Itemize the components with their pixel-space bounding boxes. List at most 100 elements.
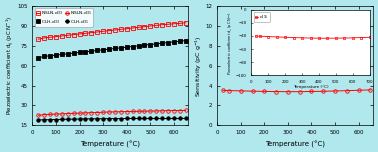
NSLN-d$_{31}$ — [136, 110, 141, 112]
Legend: NSLN-d$_{33}$, CLH-d$_{33}$, NSLN-d$_{31}$, CLH-d$_{31}$: NSLN-d$_{33}$, CLH-d$_{33}$, NSLN-d$_{31… — [35, 8, 93, 27]
NSLN-d$_{31}$ — [107, 111, 111, 113]
CLH-d$_{31}$ — [65, 118, 70, 120]
CLH-d$_{33}$ — [42, 55, 46, 57]
NSLN-d$_{33}$ — [130, 27, 135, 29]
NSLN-d$_{33}$ — [142, 26, 147, 28]
NSLN-d$_{33}$ — [119, 28, 123, 30]
NSLN-d$_{33}$ — [107, 30, 111, 32]
NSLN-d$_{31}$ — [89, 112, 94, 114]
Line: CLH-d$_{31}$: CLH-d$_{31}$ — [37, 117, 187, 122]
NSLN-d$_{33}$ — [54, 36, 58, 38]
CLH-d$_{31}$ — [142, 117, 147, 119]
CLH-d$_{31}$ — [113, 118, 117, 119]
NSLN-d$_{33}$ — [124, 28, 129, 29]
CLH-d$_{31}$ — [60, 118, 64, 120]
NSLN-d$_{31}$ — [130, 111, 135, 112]
CLH-d$_{31}$ — [83, 118, 88, 120]
CLH-d$_{33}$ — [54, 54, 58, 56]
NSLN-d$_{33}$ — [65, 34, 70, 36]
NSLN-d$_{31}$ — [83, 112, 88, 114]
CLH-d$_{33}$ — [71, 52, 76, 54]
Line: NSLN-d$_{33}$: NSLN-d$_{33}$ — [37, 21, 187, 41]
NSLN-d$_{33}$ — [113, 29, 117, 31]
CLH-d$_{31}$ — [71, 118, 76, 120]
CLH-d$_{33}$ — [77, 52, 82, 53]
CLH-d$_{33}$ — [178, 40, 182, 42]
NSLN-d$_{31}$ — [71, 112, 76, 114]
NSLN-d$_{31}$ — [77, 112, 82, 114]
X-axis label: Temperature (°C): Temperature (°C) — [80, 141, 140, 148]
NSLN-d$_{33}$ — [154, 24, 158, 26]
NSLN-d$_{31}$ — [101, 111, 105, 113]
NSLN-d$_{31}$ — [124, 111, 129, 112]
CLH-d$_{33}$ — [183, 40, 188, 41]
NSLN-d$_{31}$ — [65, 113, 70, 114]
CLH-d$_{31}$ — [77, 118, 82, 120]
NSLN-d$_{31}$ — [166, 110, 170, 112]
CLH-d$_{33}$ — [60, 54, 64, 55]
CLH-d$_{33}$ — [36, 57, 40, 59]
CLH-d$_{31}$ — [119, 118, 123, 119]
NSLN-d$_{31}$ — [154, 110, 158, 112]
CLH-d$_{31}$ — [107, 118, 111, 119]
NSLN-d$_{33}$ — [183, 22, 188, 24]
X-axis label: Temperature (°C): Temperature (°C) — [265, 141, 325, 148]
CLH-d$_{33}$ — [119, 47, 123, 49]
CLH-d$_{33}$ — [124, 46, 129, 48]
CLH-d$_{33}$ — [172, 41, 176, 43]
CLH-d$_{33}$ — [166, 42, 170, 43]
CLH-d$_{33}$ — [148, 44, 153, 45]
NSLN-d$_{31}$ — [113, 111, 117, 113]
CLH-d$_{31}$ — [89, 118, 94, 120]
CLH-d$_{33}$ — [160, 42, 164, 44]
NSLN-d$_{33}$ — [166, 23, 170, 25]
Y-axis label: Piezoelectric coefficient d$_{ij}$ (pC N$^{-1}$): Piezoelectric coefficient d$_{ij}$ (pC N… — [4, 16, 15, 115]
NSLN-d$_{33}$ — [160, 24, 164, 26]
NSLN-d$_{33}$ — [42, 37, 46, 39]
CLH-d$_{31}$ — [166, 117, 170, 119]
NSLN-d$_{33}$ — [36, 38, 40, 40]
CLH-d$_{31}$ — [48, 119, 53, 121]
NSLN-d$_{31}$ — [48, 113, 53, 115]
NSLN-d$_{31}$ — [95, 112, 99, 113]
CLH-d$_{31}$ — [101, 118, 105, 120]
CLH-d$_{33}$ — [142, 44, 147, 46]
NSLN-d$_{31}$ — [160, 110, 164, 112]
CLH-d$_{31}$ — [136, 117, 141, 119]
CLH-d$_{31}$ — [95, 118, 99, 120]
CLH-d$_{31}$ — [130, 117, 135, 119]
NSLN-d$_{31}$ — [148, 110, 153, 112]
CLH-d$_{33}$ — [113, 48, 117, 49]
CLH-d$_{33}$ — [107, 48, 111, 50]
NSLN-d$_{33}$ — [148, 25, 153, 27]
NSLN-d$_{31}$ — [183, 109, 188, 111]
CLH-d$_{31}$ — [154, 117, 158, 119]
NSLN-d$_{31}$ — [172, 110, 176, 111]
NSLN-d$_{33}$ — [89, 32, 94, 34]
CLH-d$_{33}$ — [136, 45, 141, 47]
NSLN-d$_{31}$ — [54, 113, 58, 115]
CLH-d$_{33}$ — [130, 46, 135, 47]
NSLN-d$_{33}$ — [48, 36, 53, 38]
CLH-d$_{31}$ — [178, 117, 182, 119]
NSLN-d$_{33}$ — [101, 30, 105, 32]
Y-axis label: Sensitivity (pC g$^{-1}$): Sensitivity (pC g$^{-1}$) — [194, 35, 204, 97]
CLH-d$_{31}$ — [160, 117, 164, 119]
CLH-d$_{31}$ — [54, 119, 58, 120]
NSLN-d$_{33}$ — [71, 34, 76, 36]
CLH-d$_{31}$ — [148, 117, 153, 119]
CLH-d$_{33}$ — [83, 51, 88, 53]
NSLN-d$_{31}$ — [178, 110, 182, 111]
NSLN-d$_{31}$ — [42, 114, 46, 116]
CLH-d$_{33}$ — [65, 53, 70, 55]
CLH-d$_{31}$ — [124, 117, 129, 119]
NSLN-d$_{33}$ — [95, 31, 99, 33]
CLH-d$_{31}$ — [183, 117, 188, 119]
NSLN-d$_{33}$ — [83, 32, 88, 34]
CLH-d$_{33}$ — [95, 50, 99, 51]
CLH-d$_{33}$ — [154, 43, 158, 45]
CLH-d$_{33}$ — [48, 55, 53, 57]
NSLN-d$_{33}$ — [178, 22, 182, 24]
NSLN-d$_{33}$ — [60, 35, 64, 37]
Line: CLH-d$_{33}$: CLH-d$_{33}$ — [37, 39, 187, 59]
